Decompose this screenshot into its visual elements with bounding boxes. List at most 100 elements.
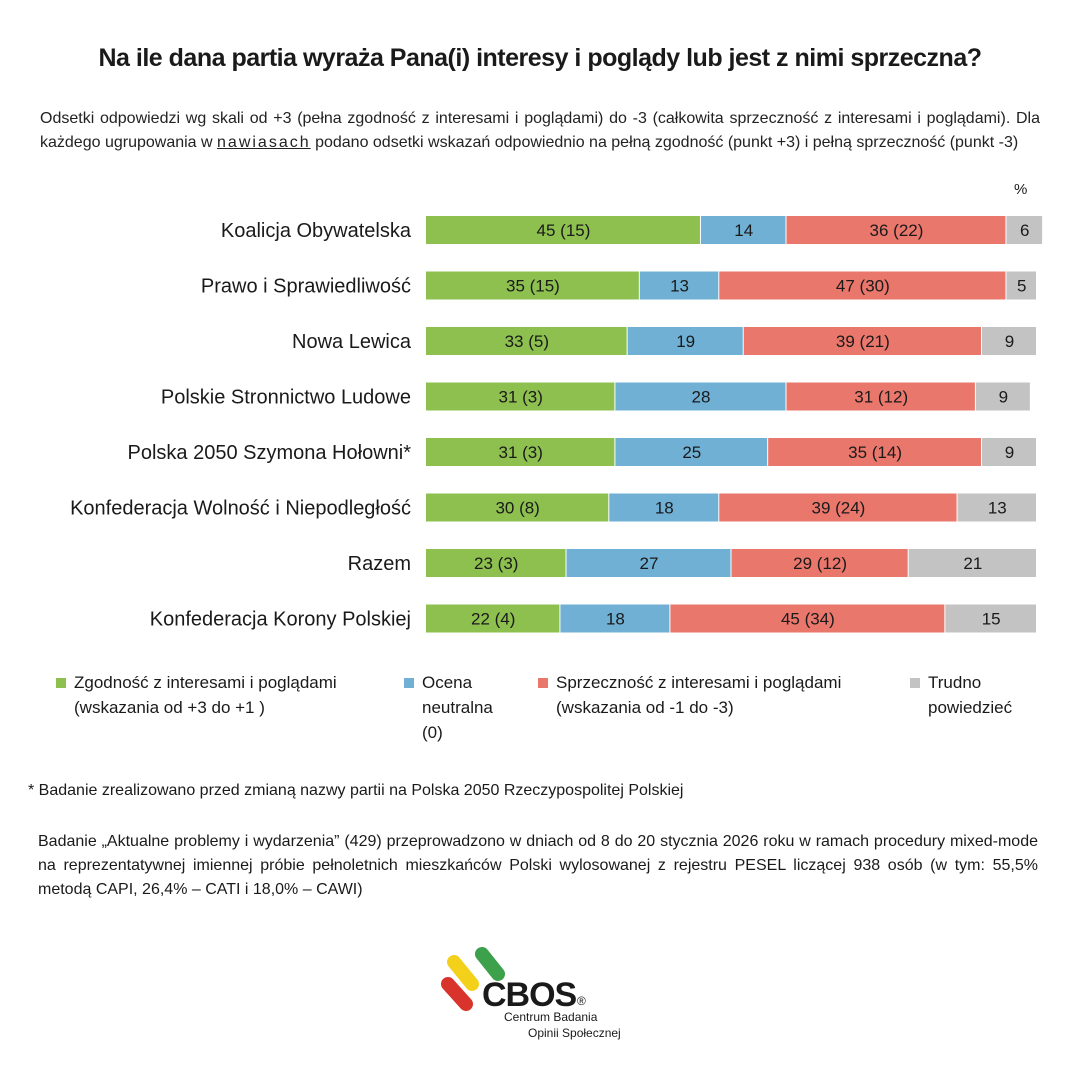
data-label: 25: [682, 443, 701, 462]
category-label: Prawo i Sprawiedliwość: [201, 276, 411, 298]
legend-item-contradiction: Sprzeczność z interesami i poglądami (ws…: [538, 670, 841, 720]
bar-segment: [639, 271, 719, 300]
bar-segment: [786, 382, 975, 411]
bar-segment: [426, 549, 566, 577]
bar-segment: [957, 493, 1036, 522]
chart-title: Na ile dana partia wyraża Pana(i) intere…: [98, 44, 983, 72]
category-label: Koalicja Obywatelska: [221, 220, 412, 242]
bar-segment: [982, 327, 1036, 355]
logo-subtitle-1: Centrum Badania: [504, 1010, 598, 1024]
chart-subtitle: Odsetki odpowiedzi wg skali od +3 (pełna…: [40, 107, 1040, 155]
legend-line: Ocena: [422, 673, 473, 692]
category-label: Polskie Stronnictwo Ludowe: [161, 387, 411, 409]
data-label: 36 (22): [870, 221, 924, 240]
legend-line: neutralna: [422, 698, 493, 717]
category-label: Polska 2050 Szymona Hołowni*: [128, 442, 412, 464]
bar-segment: [786, 216, 1006, 244]
legend-line: (0): [422, 723, 443, 742]
data-label: 9: [1005, 443, 1014, 462]
data-label: 27: [640, 554, 659, 573]
legend-swatch-red: [538, 678, 548, 688]
bar-segment: [945, 604, 1036, 633]
cbos-logo-mark: [441, 947, 505, 1011]
data-label: 21: [963, 554, 982, 573]
bar-segment: [566, 549, 731, 577]
bar-segment: [975, 382, 1030, 411]
data-label: 31 (3): [498, 388, 542, 407]
bar-segment: [719, 271, 1006, 300]
data-label: 39 (21): [836, 332, 890, 351]
legend-line: Sprzeczność z interesami i poglądami: [556, 673, 842, 692]
bar-segment: [426, 493, 609, 522]
subtitle-part1: Odsetki odpowiedzi wg skali od +3 (pełna…: [40, 110, 1040, 151]
data-label: 6: [1020, 221, 1029, 240]
legend-line: powiedzieć: [928, 698, 1013, 717]
logo-stroke-yellow: [447, 955, 479, 991]
stacked-bar-chart: Koalicja Obywatelska 45 (15) 14 36 (22) 6 Pra…: [70, 216, 1043, 633]
bar-segment: [1006, 216, 1043, 244]
bar-segment: [426, 604, 560, 633]
data-label: 33 (5): [505, 332, 549, 351]
category-label: Konfederacja Wolność i Niepodległość: [70, 498, 411, 520]
bar-segment: [426, 327, 627, 355]
data-label: 45 (34): [781, 610, 835, 629]
bar-segment: [426, 438, 615, 466]
legend-swatch-gray: [910, 678, 920, 688]
bar-segment: [560, 604, 670, 633]
legend-line: Zgodność z interesami i poglądami: [74, 673, 337, 692]
data-label: 9: [999, 388, 1008, 407]
bar-segment: [1006, 271, 1036, 300]
data-label: 39 (24): [811, 499, 865, 518]
logo-wordmark: CBOS: [482, 976, 577, 1014]
legend-text-hard-to-say: Trudno powiedzieć: [928, 670, 1012, 720]
legend-line: (wskazania od +3 do +1 ): [74, 698, 265, 717]
legend: Zgodność z interesami i poglądami (wskaz…: [0, 670, 1080, 750]
data-label: 47 (30): [836, 277, 890, 296]
data-label: 18: [606, 610, 625, 629]
bar-segment: [426, 271, 639, 300]
bar-segment: [615, 438, 768, 466]
bar-segment: [627, 327, 743, 355]
data-label: 15: [982, 610, 1001, 629]
legend-text-contradiction: Sprzeczność z interesami i poglądami (ws…: [556, 670, 841, 720]
data-label: 30 (8): [495, 499, 539, 518]
cbos-logo: CBOS ® Centrum Badania Opinii Społecznej: [436, 942, 656, 1052]
footnote: * Badanie zrealizowano przed zmianą nazw…: [28, 782, 684, 799]
bar-segment: [700, 216, 786, 244]
legend-line: (wskazania od -1 do -3): [556, 698, 734, 717]
bar-segment: [768, 438, 982, 466]
methodology-note: Badanie „Aktualne problemy i wydarzenia”…: [38, 833, 1038, 898]
data-label: 19: [676, 332, 695, 351]
logo-stroke-green: [475, 947, 505, 981]
data-label: 31 (12): [854, 388, 908, 407]
legend-text-agreement: Zgodność z interesami i poglądami (wskaz…: [74, 670, 337, 720]
data-label: 35 (14): [848, 443, 902, 462]
data-label: 29 (12): [793, 554, 847, 573]
data-label: 22 (4): [471, 610, 515, 629]
bar-segment: [982, 438, 1036, 466]
bar-segment: [426, 216, 700, 244]
legend-swatch-green: [56, 678, 66, 688]
bar-segment: [908, 549, 1036, 577]
data-label: 28: [691, 388, 710, 407]
data-label: 13: [670, 277, 689, 296]
logo-registered: ®: [577, 994, 586, 1008]
category-label: Nowa Lewica: [292, 331, 412, 353]
subtitle-part2: podano odsetki wskazań odpowiednio na pe…: [310, 134, 1019, 151]
legend-item-neutral: Ocena neutralna (0): [404, 670, 493, 745]
logo-stroke-red: [441, 977, 473, 1011]
data-label: 5: [1017, 277, 1026, 296]
legend-swatch-blue: [404, 678, 414, 688]
bar-segment: [615, 382, 786, 411]
subtitle-emphasis: nawiasach: [217, 134, 311, 151]
data-label: 45 (15): [537, 221, 591, 240]
bar-segment: [670, 604, 945, 633]
bar-segment: [743, 327, 982, 355]
data-label: 14: [734, 221, 753, 240]
legend-item-hard-to-say: Trudno powiedzieć: [910, 670, 1012, 720]
data-label: 23 (3): [474, 554, 518, 573]
logo-subtitle-2: Opinii Społecznej: [528, 1026, 621, 1040]
data-label: 35 (15): [506, 277, 560, 296]
data-label: 9: [1005, 332, 1014, 351]
legend-item-agreement: Zgodność z interesami i poglądami (wskaz…: [56, 670, 337, 720]
